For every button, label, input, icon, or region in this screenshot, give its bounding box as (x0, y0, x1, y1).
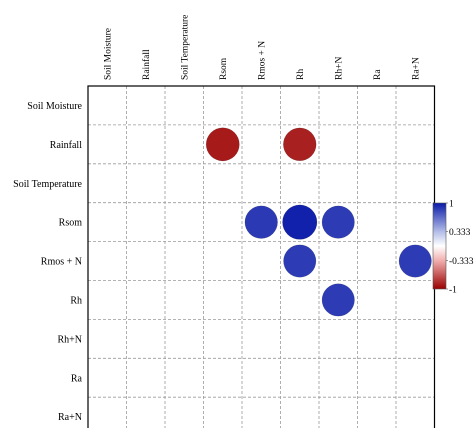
column-label-rainfall: Rainfall (141, 49, 152, 80)
legend-tick-label: 0.333 (449, 228, 471, 238)
plot-frame (87, 85, 436, 428)
column-label-ra: Ra (373, 69, 383, 80)
grid-lines (88, 86, 435, 428)
column-label-rmos-n: Rmos + N (257, 41, 267, 80)
column-label-rh: Rh (296, 69, 306, 80)
row-label-soil-moisture: Soil Moisture (27, 101, 82, 112)
correlation-circle-rainfall-rsom (205, 127, 240, 162)
column-label-rh-n: Rh+N (334, 57, 344, 80)
correlation-circle-rsom-rh-n (321, 205, 355, 239)
row-label-soil-temperature: Soil Temperature (13, 179, 82, 190)
correlation-circle-rsom-rh (282, 204, 318, 240)
row-label-ra: Ra (71, 373, 83, 384)
legend-color-bar (432, 202, 447, 290)
row-label-rh: Rh (70, 295, 82, 306)
correlation-circle-rmos-n-rh (283, 244, 317, 278)
correlation-circle-rh-rh-n (321, 283, 355, 317)
row-label-rmos-n: Rmos + N (41, 257, 82, 268)
row-label-ra-n: Ra+N (58, 412, 82, 423)
column-label-rsom: Rsom (219, 57, 229, 80)
legend-tick-label: -0.333 (449, 257, 474, 267)
correlation-circle-rainfall-rh (283, 127, 317, 162)
column-labels: Soil Moisture Rainfall Soil Temperature Rso… (103, 15, 421, 80)
row-label-rh-n: Rh+N (57, 334, 82, 345)
color-legend: 1 0.333 -0.333 -1 (432, 200, 474, 296)
legend-tick-label: -1 (449, 286, 457, 296)
column-label-ra-n: Ra+N (411, 57, 421, 80)
correlation-circles (205, 127, 432, 317)
correlation-circle-rsom-rmos-n (244, 205, 278, 239)
legend-tick-label: 1 (449, 200, 454, 210)
row-labels: Soil Moisture Rainfall Soil Temperature Rso… (13, 101, 82, 423)
row-label-rainfall: Rainfall (50, 140, 82, 151)
column-label-soil-moisture: Soil Moisture (103, 28, 113, 80)
row-label-rsom: Rsom (59, 218, 83, 229)
column-label-soil-temperature: Soil Temperature (180, 15, 190, 80)
correlation-circle-rmos-n-ra-n (398, 244, 432, 278)
